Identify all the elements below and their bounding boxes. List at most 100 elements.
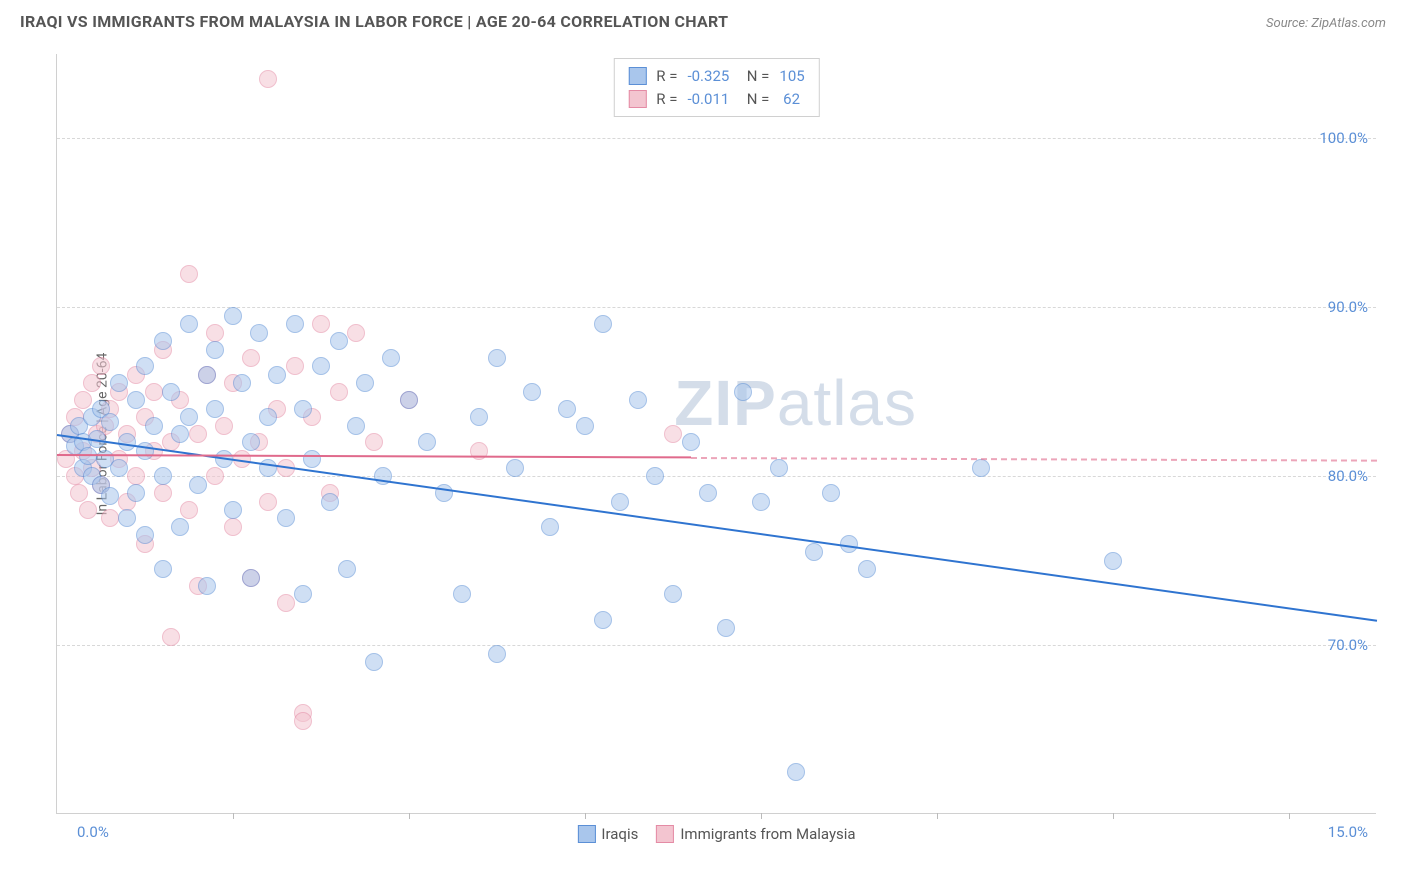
x-tick xyxy=(761,813,762,819)
scatter-point xyxy=(233,374,251,392)
scatter-point xyxy=(858,560,876,578)
scatter-point xyxy=(294,712,312,730)
scatter-point xyxy=(118,509,136,527)
scatter-point xyxy=(594,315,612,333)
scatter-chart: In Labor Force | Age 20-64 ZIPatlas R =-… xyxy=(56,54,1376,814)
scatter-point xyxy=(70,484,88,502)
x-tick xyxy=(937,813,938,819)
scatter-point xyxy=(206,400,224,418)
scatter-point xyxy=(171,425,189,443)
stats-n-label: N = xyxy=(739,88,769,111)
scatter-point xyxy=(682,433,700,451)
scatter-point xyxy=(180,315,198,333)
scatter-point xyxy=(162,628,180,646)
scatter-point xyxy=(347,324,365,342)
x-axis-max-label: 15.0% xyxy=(1328,823,1368,841)
scatter-point xyxy=(488,349,506,367)
stats-r-value: -0.325 xyxy=(687,65,729,88)
scatter-point xyxy=(171,518,189,536)
scatter-point xyxy=(646,467,664,485)
scatter-point xyxy=(189,425,207,443)
gridline-h xyxy=(57,645,1376,646)
legend-swatch xyxy=(577,825,595,843)
stats-n-label: N = xyxy=(739,65,769,88)
scatter-point xyxy=(101,509,119,527)
scatter-point xyxy=(206,341,224,359)
scatter-point xyxy=(356,374,374,392)
scatter-point xyxy=(224,501,242,519)
y-tick-label: 100.0% xyxy=(1319,129,1368,147)
scatter-point xyxy=(558,400,576,418)
scatter-point xyxy=(92,357,110,375)
scatter-point xyxy=(224,307,242,325)
scatter-point xyxy=(198,366,216,384)
scatter-point xyxy=(127,391,145,409)
x-tick xyxy=(1289,813,1290,819)
stats-r-label: R = xyxy=(656,88,677,111)
scatter-point xyxy=(189,476,207,494)
scatter-point xyxy=(382,349,400,367)
scatter-point xyxy=(145,417,163,435)
gridline-h xyxy=(57,476,1376,477)
watermark-bold: ZIP xyxy=(674,367,777,439)
scatter-point xyxy=(294,400,312,418)
scatter-point xyxy=(277,509,295,527)
y-tick-label: 80.0% xyxy=(1328,467,1368,485)
scatter-point xyxy=(822,484,840,502)
scatter-point xyxy=(180,501,198,519)
scatter-point xyxy=(312,357,330,375)
scatter-point xyxy=(259,70,277,88)
scatter-point xyxy=(488,645,506,663)
scatter-point xyxy=(286,357,304,375)
scatter-point xyxy=(154,484,172,502)
scatter-point xyxy=(418,433,436,451)
scatter-point xyxy=(303,450,321,468)
scatter-point xyxy=(717,619,735,637)
scatter-point xyxy=(312,315,330,333)
gridline-h xyxy=(57,307,1376,308)
scatter-point xyxy=(629,391,647,409)
scatter-point xyxy=(594,611,612,629)
bottom-legend: IraqisImmigrants from Malaysia xyxy=(577,825,855,843)
scatter-point xyxy=(259,493,277,511)
scatter-point xyxy=(110,374,128,392)
gridline-h xyxy=(57,138,1376,139)
scatter-point xyxy=(506,459,524,477)
scatter-point xyxy=(470,408,488,426)
scatter-point xyxy=(972,459,990,477)
stats-n-value: 62 xyxy=(779,88,800,111)
scatter-point xyxy=(242,349,260,367)
scatter-point xyxy=(664,585,682,603)
legend-item: Iraqis xyxy=(577,825,638,843)
scatter-point xyxy=(268,366,286,384)
scatter-point xyxy=(347,417,365,435)
scatter-point xyxy=(400,391,418,409)
scatter-point xyxy=(259,459,277,477)
scatter-point xyxy=(162,383,180,401)
scatter-point xyxy=(541,518,559,536)
scatter-point xyxy=(206,324,224,342)
x-tick xyxy=(409,813,410,819)
stats-n-value: 105 xyxy=(779,65,804,88)
scatter-point xyxy=(83,374,101,392)
stats-r-value: -0.011 xyxy=(687,88,729,111)
scatter-point xyxy=(250,324,268,342)
trend-line xyxy=(57,434,1377,622)
correlation-stats-box: R =-0.325 N =105R =-0.011 N = 62 xyxy=(613,58,819,117)
watermark: ZIPatlas xyxy=(674,366,917,440)
scatter-point xyxy=(805,543,823,561)
watermark-light: atlas xyxy=(777,367,917,439)
scatter-point xyxy=(198,577,216,595)
chart-title: IRAQI VS IMMIGRANTS FROM MALAYSIA IN LAB… xyxy=(20,12,728,31)
scatter-point xyxy=(453,585,471,603)
scatter-point xyxy=(365,653,383,671)
scatter-point xyxy=(242,433,260,451)
scatter-point xyxy=(206,467,224,485)
scatter-point xyxy=(338,560,356,578)
legend-swatch xyxy=(628,67,646,85)
scatter-point xyxy=(180,265,198,283)
chart-source: Source: ZipAtlas.com xyxy=(1266,16,1386,31)
scatter-point xyxy=(101,413,119,431)
scatter-point xyxy=(787,763,805,781)
x-axis-min-label: 0.0% xyxy=(77,823,109,841)
